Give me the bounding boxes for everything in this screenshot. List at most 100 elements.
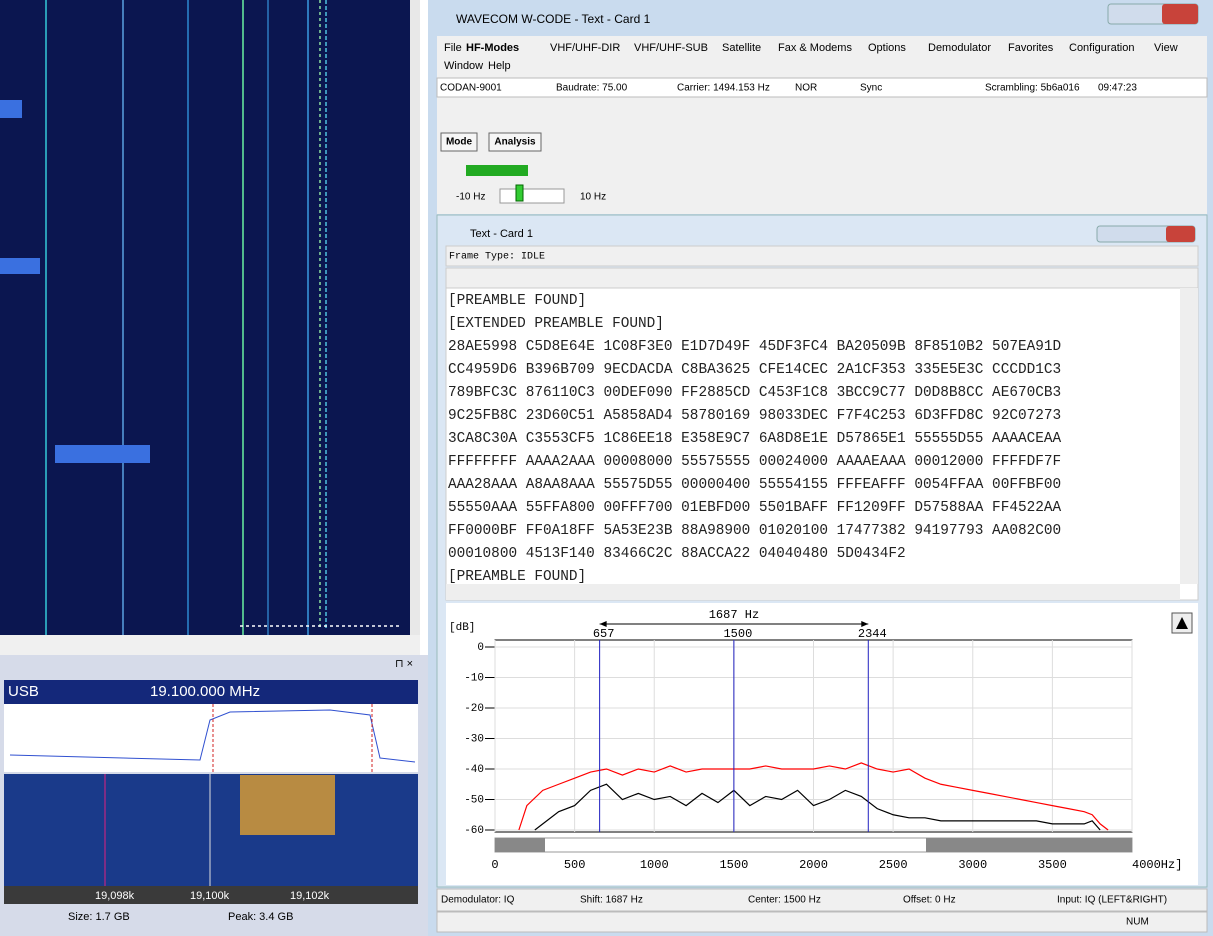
frame-type: Frame Type: IDLE — [449, 252, 545, 263]
text-line: [PREAMBLE FOUND] — [448, 569, 586, 585]
text-line: 9C25FB8C 23D60C51 A5858AD4 58780169 9803… — [448, 408, 1061, 424]
level-meter — [466, 165, 528, 176]
status-field: Scrambling: 5b6a016 — [985, 83, 1080, 94]
size: Size: 1.7 GB — [68, 911, 130, 923]
menu-item[interactable]: VHF/UHF-SUB — [634, 42, 708, 54]
marker-label: 1500 — [723, 627, 752, 641]
x-tick-label: 2000 — [799, 858, 828, 872]
text-line: 55550AAA 55FFA800 00FFF700 01EBFD00 5501… — [448, 500, 1062, 516]
text-line: 28AE5998 C5D8E64E 1C08F3E0 E1D7D49F 45DF… — [448, 339, 1061, 355]
text-line: CC4959D6 B396B709 9ECDACDA C8BA3625 CFE1… — [448, 362, 1061, 378]
status-field: Sync — [860, 83, 882, 94]
slider-max: 10 Hz — [580, 192, 606, 203]
menu-item[interactable]: Fax & Modems — [778, 42, 852, 54]
status-item: Shift: 1687 Hz — [580, 895, 643, 906]
menu-item[interactable]: Help — [488, 60, 511, 72]
button-label[interactable]: Analysis — [494, 137, 536, 148]
waterfall-block — [0, 100, 22, 118]
text-line: FFFFFFFF AAAA2AAA 00008000 55575555 0002… — [448, 454, 1061, 470]
panel-controls[interactable]: ⊓ × — [395, 658, 413, 670]
menu-item[interactable]: Demodulator — [928, 42, 991, 54]
waterfall-signal — [240, 775, 335, 835]
status-field: Baudrate: 75.00 — [556, 83, 628, 94]
waterfall-block — [0, 258, 40, 274]
text-line: 00010800 4513F140 83466C2C 88ACCA22 0404… — [448, 546, 906, 562]
menu-item[interactable]: Window — [444, 60, 483, 72]
scrollbar[interactable] — [446, 584, 1180, 600]
status-row — [437, 78, 1207, 97]
text-line: [PREAMBLE FOUND] — [448, 293, 586, 309]
x-tick-label: 0 — [491, 858, 498, 872]
y-axis-label: [dB] — [449, 622, 475, 634]
button-label[interactable]: Mode — [446, 137, 473, 148]
menu-item[interactable]: Options — [868, 42, 906, 54]
page: ⊓ × USB 19.100.000 MHz 19,098k 19,100k 19,10… — [0, 0, 1213, 936]
text-line: [EXTENDED PREAMBLE FOUND] — [448, 316, 664, 332]
marker-label: 657 — [593, 627, 615, 641]
span-label: 1687 Hz — [709, 608, 759, 622]
menu-item[interactable]: File — [444, 42, 462, 54]
range-bar-shade — [495, 838, 545, 852]
range-bar-shade — [926, 838, 1132, 852]
status-item: Input: IQ (LEFT&RIGHT) — [1057, 895, 1167, 906]
waterfall-block — [55, 445, 150, 463]
frequency: 19.100.000 MHz — [150, 683, 260, 700]
y-tick-label: 0 — [477, 642, 484, 654]
mode-label: USB — [8, 683, 39, 700]
scrollbar[interactable] — [0, 635, 420, 655]
x-tick-label: 4000Hz] — [1132, 858, 1182, 872]
x-tick-label: 1000 — [640, 858, 669, 872]
waterfall — [4, 774, 418, 886]
slider[interactable] — [500, 189, 564, 203]
menu-item[interactable]: Satellite — [722, 42, 761, 54]
text-line: FF0000BF FF0A18FF 5A53E23B 88A98900 0102… — [448, 523, 1061, 539]
screen: ⊓ × USB 19.100.000 MHz 19,098k 19,100k 19,10… — [0, 0, 1213, 936]
status-item: Demodulator: IQ — [441, 895, 515, 906]
freq-tick: 19,102k — [290, 890, 330, 902]
spectrum — [4, 704, 418, 772]
status-item: Center: 1500 Hz — [748, 895, 821, 906]
freq-tick: 19,100k — [190, 890, 230, 902]
menu-item[interactable]: VHF/UHF-DIR — [550, 42, 620, 54]
status-field: 09:47:23 — [1098, 83, 1137, 94]
close-button[interactable] — [1166, 226, 1195, 242]
close-button[interactable] — [1162, 4, 1198, 24]
x-tick-label: 3500 — [1038, 858, 1067, 872]
waterfall — [0, 0, 410, 635]
status-item: NUM — [1126, 917, 1149, 928]
menu-area — [437, 36, 1207, 214]
status-field: CODAN-9001 — [440, 83, 502, 94]
text-line: AAA28AAA A8AA8AAA 55575D55 00000400 5555… — [448, 477, 1061, 493]
y-tick-label: -30 — [464, 733, 484, 745]
window-title: Text - Card 1 — [470, 228, 533, 240]
y-tick-label: -40 — [464, 764, 484, 776]
blank-bar — [446, 268, 1198, 288]
status-field: Carrier: 1494.153 Hz — [677, 83, 770, 94]
status-item: Offset: 0 Hz — [903, 895, 956, 906]
slider-thumb[interactable] — [516, 185, 523, 201]
x-tick-label: 3000 — [958, 858, 987, 872]
scrollbar[interactable] — [1180, 288, 1198, 584]
y-tick-label: -50 — [464, 794, 484, 806]
menu-item[interactable]: HF-Modes — [466, 42, 519, 54]
y-tick-label: -20 — [464, 703, 484, 715]
y-tick-label: -60 — [464, 825, 484, 837]
scrollbar[interactable] — [410, 0, 420, 635]
text-line: 3CA8C30A C3553CF5 1C86EE18 E358E9C7 6A8D… — [448, 431, 1062, 447]
peak: Peak: 3.4 GB — [228, 911, 293, 923]
x-tick-label: 2500 — [879, 858, 908, 872]
freq-tick: 19,098k — [95, 890, 135, 902]
x-tick-label: 500 — [564, 858, 586, 872]
status-field: NOR — [795, 83, 817, 94]
status-bar — [437, 912, 1207, 932]
window-title: WAVECOM W-CODE - Text - Card 1 — [456, 12, 651, 26]
y-tick-label: -10 — [464, 672, 484, 684]
text-line: 789BFC3C 876110C3 00DEF090 FF2885CD C453… — [448, 385, 1061, 401]
menu-item[interactable]: Favorites — [1008, 42, 1054, 54]
slider-min: -10 Hz — [456, 192, 485, 203]
menu-item[interactable]: Configuration — [1069, 42, 1134, 54]
frame-type-bar — [446, 246, 1198, 266]
menu-item[interactable]: View — [1154, 42, 1178, 54]
marker-label: 2344 — [858, 627, 887, 641]
x-tick-label: 1500 — [719, 858, 748, 872]
